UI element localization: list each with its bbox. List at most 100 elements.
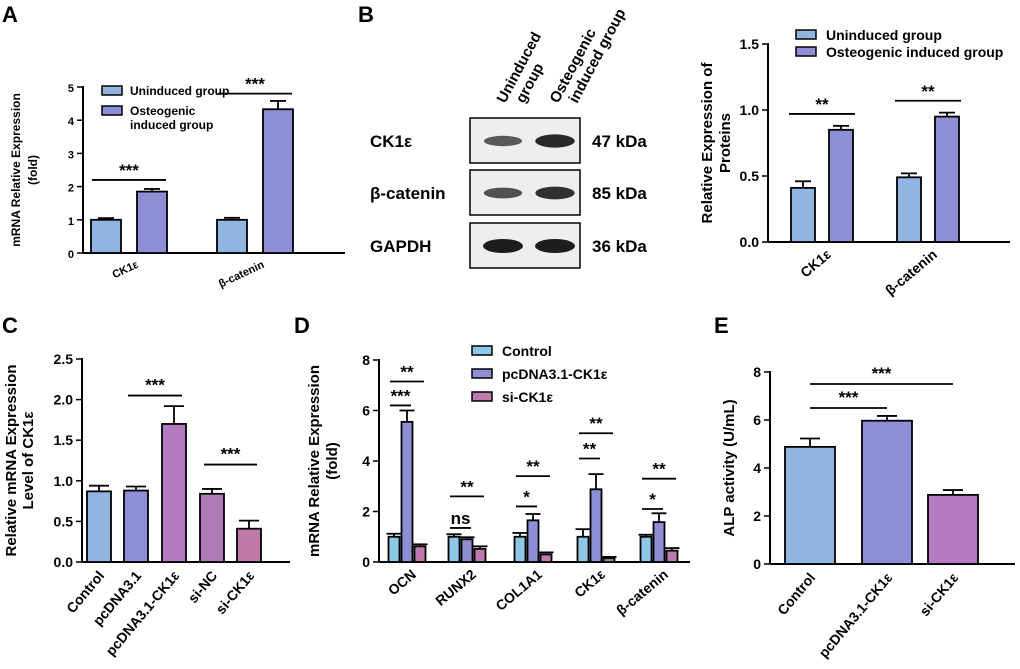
bar bbox=[539, 553, 553, 563]
chart-panel-a: 0 1 2 3 4 5 mRNA Relative Expression (fold) CK1ε… bbox=[9, 75, 345, 291]
y-tick-label: 2.5 bbox=[54, 351, 74, 367]
x-tick-label: si-NC bbox=[185, 568, 221, 606]
bar bbox=[790, 186, 816, 243]
y-tick-label: 2 bbox=[753, 508, 761, 524]
molecular-weight-label: 47 kDa bbox=[592, 132, 647, 151]
bar bbox=[473, 547, 487, 563]
y-axis-title: mRNA Relative Expression bbox=[306, 365, 323, 557]
bar bbox=[526, 519, 540, 563]
significance-label: ** bbox=[589, 414, 603, 433]
significance-label: *** bbox=[245, 75, 265, 94]
bar bbox=[262, 108, 294, 254]
y-tick-label: 0 bbox=[753, 556, 761, 572]
molecular-weight-label: 85 kDa bbox=[592, 184, 647, 203]
panel-letter-a: A bbox=[2, 2, 18, 27]
molecular-weight-label: 36 kDa bbox=[592, 237, 647, 256]
x-tick-label: β-catenin bbox=[217, 259, 267, 291]
x-tick-label: COL1A1 bbox=[492, 566, 545, 614]
y-tick-label: 6 bbox=[753, 412, 761, 428]
protein-label: β-catenin bbox=[370, 184, 446, 203]
legend-label: Uninduced group bbox=[130, 84, 229, 98]
bar bbox=[784, 445, 836, 565]
significance-label: *** bbox=[145, 376, 165, 395]
x-tick-label: si-CK1ε bbox=[212, 567, 257, 617]
y-tick-label: 0.5 bbox=[740, 168, 760, 184]
bar bbox=[447, 535, 461, 563]
bar bbox=[934, 115, 960, 243]
y-axis-title: Relative Expression of bbox=[699, 62, 716, 224]
protein-band bbox=[535, 186, 575, 200]
y-tick-label: 0 bbox=[68, 249, 74, 261]
bar bbox=[413, 545, 427, 563]
bar bbox=[460, 538, 474, 563]
significance-label: ** bbox=[583, 439, 597, 458]
panel-letter-d: D bbox=[294, 313, 310, 338]
x-tick-label: CK1ε bbox=[797, 246, 834, 281]
x-tick-label: β-catenin bbox=[613, 566, 671, 618]
y-tick-label: 8 bbox=[753, 364, 761, 380]
bar bbox=[589, 488, 603, 563]
legend-label: Osteogenic induced group bbox=[826, 44, 1003, 60]
protein-band bbox=[535, 134, 575, 148]
significance-label: ** bbox=[460, 477, 474, 496]
bar bbox=[161, 423, 187, 563]
significance-label: ** bbox=[921, 82, 935, 101]
chart-panel-d: 0 2 4 6 8 mRNA Relative Expression (fold) OCN RU… bbox=[306, 343, 690, 618]
legend-label: induced group bbox=[130, 118, 213, 132]
y-tick-label: 0.0 bbox=[740, 234, 760, 250]
y-tick-label: 0.0 bbox=[54, 554, 74, 570]
bar bbox=[123, 489, 149, 563]
y-tick-label: 2 bbox=[362, 504, 370, 520]
bar bbox=[652, 521, 666, 563]
legend-label: Uninduced group bbox=[826, 27, 942, 43]
significance-label: ** bbox=[526, 457, 540, 476]
legend-label: Control bbox=[502, 343, 552, 359]
y-axis-title: Level of CK1ε bbox=[20, 412, 37, 510]
significance-label: ** bbox=[815, 95, 829, 114]
x-tick-label: β-catenin bbox=[882, 246, 940, 298]
chart-panel-b: 0.0 0.5 1.0 1.5 Relative Expression of Protei… bbox=[699, 27, 1010, 298]
y-axis-title: mRNA Relative Expression bbox=[9, 93, 23, 247]
bar bbox=[896, 176, 922, 243]
protein-band bbox=[483, 187, 523, 199]
panel-letter-e: E bbox=[714, 313, 729, 338]
y-tick-label: 1 bbox=[68, 216, 74, 228]
protein-label: CK1ε bbox=[370, 132, 412, 151]
bar bbox=[216, 218, 248, 254]
chart-panel-c: 0.0 0.5 1.0 1.5 2.0 2.5 Relative mRNA Expressi… bbox=[3, 351, 290, 659]
protein-band bbox=[535, 239, 575, 253]
legend-swatch bbox=[101, 105, 123, 116]
x-tick-label: si-CK1ε bbox=[916, 569, 961, 619]
y-tick-label: 8 bbox=[362, 352, 370, 368]
bar bbox=[400, 420, 414, 563]
y-tick-label: 1.5 bbox=[54, 432, 74, 448]
bar bbox=[665, 549, 679, 563]
y-tick-label: 4 bbox=[362, 453, 370, 469]
legend-label: si-CK1ε bbox=[502, 389, 553, 405]
significance-label: *** bbox=[872, 364, 892, 383]
significance-label: *** bbox=[221, 445, 241, 464]
y-axis-title: Proteins bbox=[717, 113, 734, 173]
y-tick-label: 2.0 bbox=[54, 392, 74, 408]
significance-label: * bbox=[523, 487, 530, 506]
x-tick-label: RUNX2 bbox=[432, 566, 479, 609]
y-axis-title: (fold) bbox=[26, 155, 40, 185]
legend-swatch bbox=[471, 368, 493, 379]
y-tick-label: 1.0 bbox=[740, 102, 760, 118]
chart-panel-e: 0 2 4 6 8 ALP activity (U/mL) ControlpcDNA3.1-… bbox=[721, 364, 1015, 661]
panel-letter-b: B bbox=[358, 2, 374, 27]
bar bbox=[861, 419, 913, 565]
bar bbox=[86, 490, 112, 563]
y-tick-label: 1.5 bbox=[740, 36, 760, 52]
protein-band bbox=[483, 135, 523, 147]
significance-label: *** bbox=[391, 386, 411, 405]
legend-swatch bbox=[795, 29, 817, 40]
bar bbox=[513, 535, 527, 563]
bar bbox=[639, 535, 653, 563]
y-tick-label: 4 bbox=[753, 460, 761, 476]
x-tick-label: pcDNA3.1-CK1ε bbox=[815, 569, 895, 660]
significance-label: ns bbox=[451, 509, 471, 528]
y-tick-label: 0 bbox=[362, 554, 370, 570]
